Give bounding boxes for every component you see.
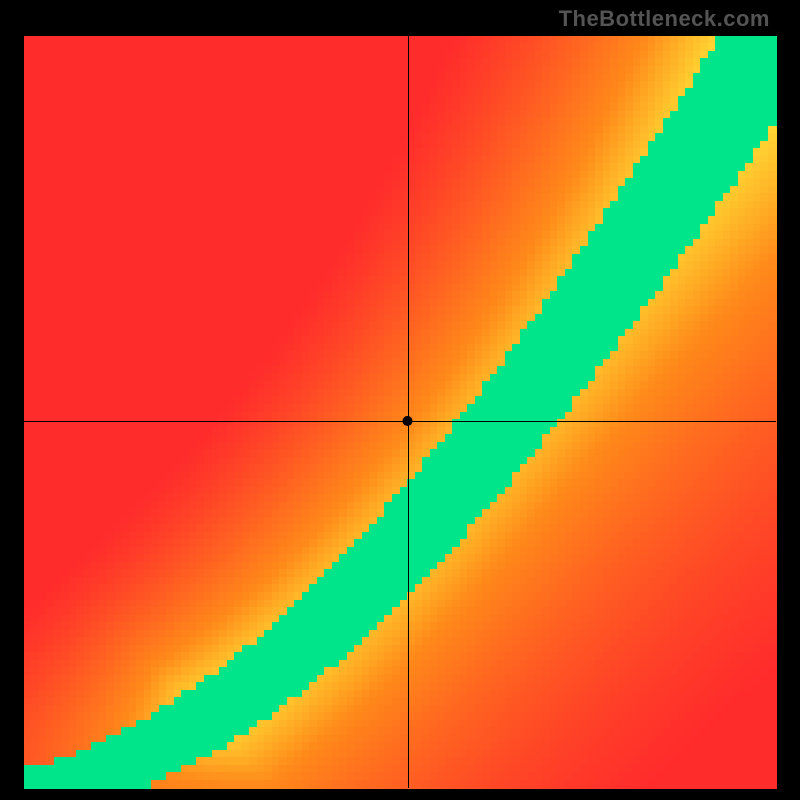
outer-container: TheBottleneck.com xyxy=(0,0,800,800)
watermark-text: TheBottleneck.com xyxy=(559,6,770,32)
bottleneck-heatmap xyxy=(0,0,800,800)
